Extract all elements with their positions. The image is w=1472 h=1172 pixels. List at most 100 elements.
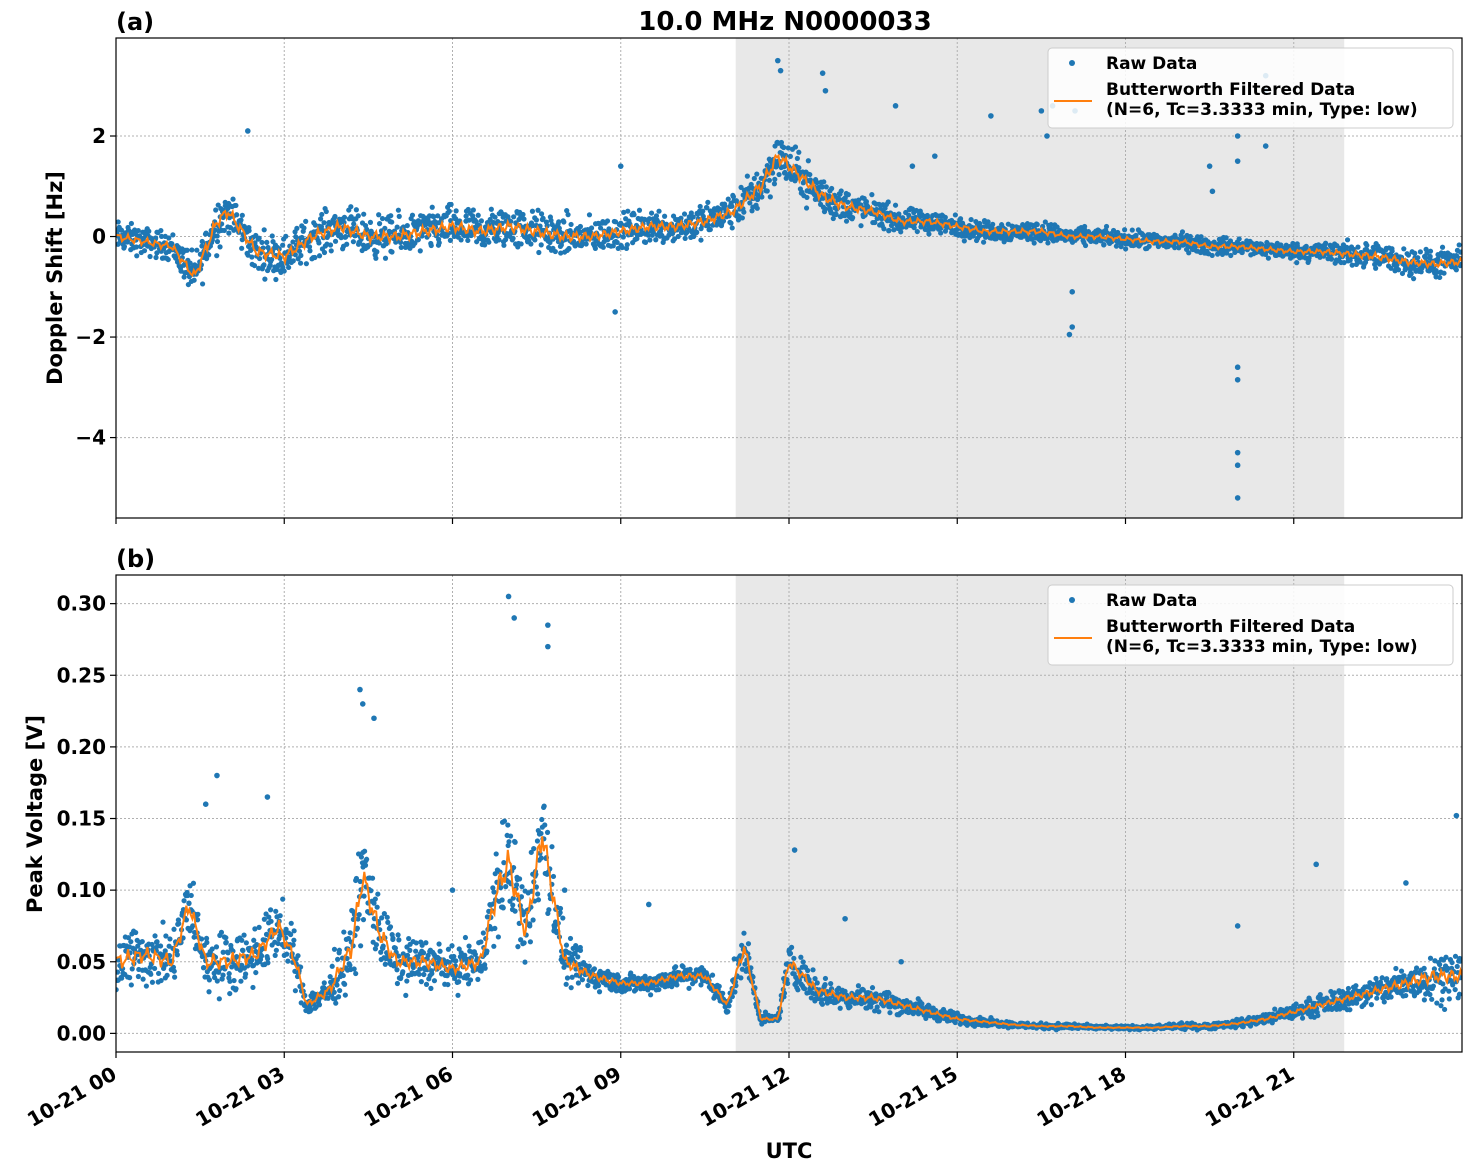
raw-data-point <box>291 937 297 943</box>
raw-data-point <box>245 252 251 258</box>
raw-data-point <box>463 213 469 219</box>
raw-data-point <box>728 220 734 226</box>
raw-data-point <box>520 211 526 218</box>
raw-data-point <box>491 943 497 949</box>
raw-data-point <box>814 980 820 986</box>
raw-data-point <box>321 220 327 226</box>
raw-data-point <box>1262 251 1269 257</box>
raw-data-point <box>626 986 633 992</box>
raw-data-point <box>190 923 196 929</box>
raw-data-point <box>892 202 899 208</box>
raw-data-point <box>886 990 892 996</box>
raw-data-point <box>795 987 801 993</box>
raw-data-point <box>565 212 571 218</box>
raw-data-point <box>241 932 247 938</box>
raw-data-point <box>206 252 212 258</box>
raw-data-point <box>436 941 442 947</box>
raw-data-point <box>423 940 429 946</box>
raw-data-point <box>342 981 348 987</box>
raw-data-point <box>1322 240 1329 246</box>
raw-data-point <box>206 977 212 983</box>
raw-data-point <box>171 926 177 932</box>
legend-filtered-label: Butterworth Filtered Data (N=6, Tc=3.3333… <box>1106 80 1418 120</box>
raw-data-point <box>615 974 622 980</box>
raw-data-point <box>785 145 791 151</box>
raw-data-point <box>382 961 388 967</box>
raw-data-point <box>362 848 368 854</box>
raw-data-point <box>1373 265 1379 271</box>
raw-data-point <box>384 914 390 920</box>
raw-data-point <box>265 960 271 966</box>
raw-data-point <box>321 249 328 256</box>
raw-data-outlier <box>1234 133 1241 139</box>
raw-data-point <box>191 934 197 940</box>
raw-data-point <box>926 231 932 237</box>
raw-data-point <box>341 219 347 226</box>
raw-data-point <box>462 952 468 958</box>
plot-area <box>116 57 1462 501</box>
raw-data-point <box>535 891 541 897</box>
raw-data-point <box>1294 260 1300 266</box>
raw-data-point <box>671 236 678 242</box>
raw-data-point <box>467 977 474 983</box>
raw-data-point <box>261 262 267 268</box>
raw-data-point <box>374 904 380 910</box>
raw-data-point <box>563 942 570 948</box>
raw-data-point <box>829 185 835 192</box>
legend-raw-marker <box>1069 60 1075 66</box>
raw-data-point <box>253 969 259 976</box>
raw-data-point <box>327 974 333 980</box>
y-tick-label: −2 <box>75 325 106 349</box>
raw-data-point <box>181 274 187 280</box>
raw-data-point <box>764 188 770 194</box>
raw-data-point <box>692 978 698 984</box>
raw-data-outlier <box>1038 108 1045 114</box>
raw-data-point <box>530 917 536 923</box>
raw-data-point <box>218 929 225 935</box>
raw-data-point <box>338 235 344 241</box>
raw-data-point <box>568 221 574 228</box>
raw-data-point <box>184 247 190 253</box>
raw-data-point <box>1196 238 1203 244</box>
raw-data-point <box>372 896 378 902</box>
raw-data-point <box>135 973 141 980</box>
raw-data-point <box>507 898 513 904</box>
raw-data-point <box>812 975 818 982</box>
raw-data-point <box>275 940 281 947</box>
raw-data-point <box>240 947 246 954</box>
raw-data-point <box>547 239 553 246</box>
raw-data-point <box>536 249 542 256</box>
raw-data-point <box>732 989 738 995</box>
raw-data-point <box>319 211 325 218</box>
raw-data-point <box>392 945 398 951</box>
raw-data-point <box>470 207 476 213</box>
raw-data-point <box>822 982 828 988</box>
raw-data-point <box>355 213 361 219</box>
raw-data-point <box>331 989 337 995</box>
raw-data-point <box>1223 235 1229 241</box>
raw-data-point <box>785 980 791 986</box>
raw-data-point <box>1034 221 1040 228</box>
raw-data-point <box>518 241 524 247</box>
raw-data-point <box>876 1009 882 1015</box>
raw-data-point <box>1172 245 1178 251</box>
raw-data-point <box>1187 233 1193 240</box>
raw-data-point <box>874 1004 880 1010</box>
raw-data-point <box>1179 229 1186 235</box>
raw-data-point <box>508 218 514 225</box>
raw-data-point <box>389 219 395 225</box>
raw-data-point <box>952 212 958 218</box>
raw-data-point <box>341 929 347 935</box>
raw-data-point <box>888 222 895 229</box>
raw-data-point <box>886 227 892 234</box>
raw-data-point <box>560 915 566 921</box>
raw-data-point <box>448 201 454 208</box>
raw-data-point <box>233 202 239 209</box>
figure-title: 10.0 MHz N0000033 <box>638 7 931 37</box>
raw-data-point <box>942 214 948 220</box>
raw-data-point <box>172 974 178 980</box>
raw-data-point <box>653 237 659 243</box>
raw-data-point <box>528 849 534 855</box>
raw-data-point <box>295 953 301 959</box>
raw-data-point <box>332 238 339 244</box>
